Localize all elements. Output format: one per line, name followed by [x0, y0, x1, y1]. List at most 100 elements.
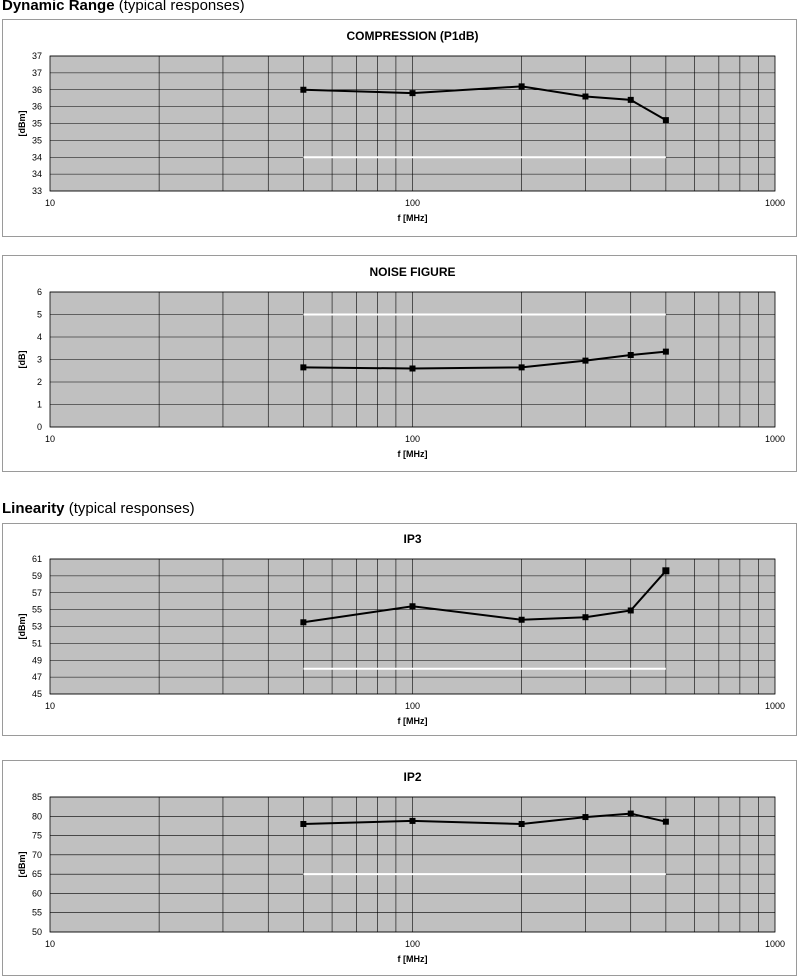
y-tick-label: 6 — [37, 287, 42, 297]
chart-panel-ip3: 61 59 57 55 53 51 49 47 45 IP3 10 100 1000 f [MHz] [dB… — [2, 523, 797, 736]
data-point — [582, 814, 589, 821]
ip3-chart: 61 59 57 55 53 51 49 47 45 IP3 10 100 1000 f [MHz] [dB… — [17, 532, 785, 726]
y-tick-label: 3 — [37, 355, 42, 365]
y-axis-label: [dBm] — [17, 614, 27, 640]
data-point — [409, 365, 416, 372]
y-tick-label: 61 — [32, 554, 42, 564]
x-axis-label: f [MHz] — [398, 213, 428, 223]
y-tick-label: 51 — [32, 638, 42, 648]
y-tick-label: 70 — [32, 850, 42, 860]
compression-chart: 37 37 36 36 35 35 34 34 33 COMPRESSION (P1dB) 10 10… — [17, 29, 785, 223]
data-point — [582, 93, 589, 100]
y-tick-label: 37 — [32, 51, 42, 61]
x-axis-label: f [MHz] — [398, 449, 428, 459]
heading-bold: Dynamic Range — [2, 0, 115, 14]
chart-title: NOISE FIGURE — [369, 265, 455, 279]
x-tick-label: 10 — [45, 939, 55, 949]
data-point — [518, 364, 525, 371]
data-point — [518, 821, 525, 827]
y-tick-label: 47 — [32, 672, 42, 682]
chart-panel-noise-figure: 6 5 4 3 2 1 0 NOISE FIGURE 10 100 1000 f [MHz] [dB] — [2, 255, 797, 472]
data-point — [662, 567, 670, 575]
heading-rest: (typical responses) — [64, 500, 195, 517]
series-line — [303, 812, 667, 826]
data-point — [300, 364, 307, 371]
plot-border — [49, 291, 776, 428]
plot-border — [49, 558, 776, 695]
y-axis-label: [dB] — [17, 351, 27, 369]
data-point — [662, 348, 669, 355]
y-tick-label: 50 — [32, 927, 42, 937]
data-point — [662, 818, 669, 825]
x-tick-label: 100 — [405, 198, 420, 208]
y-tick-label: 80 — [32, 811, 42, 821]
y-tick-label: 55 — [32, 605, 42, 615]
x-axis-label: f [MHz] — [398, 954, 428, 964]
data-point — [409, 603, 416, 610]
ip2-chart: 85 80 75 70 65 60 55 50 IP2 10 100 1000 f [MHz] [dBm] — [17, 770, 785, 964]
y-tick-label: 35 — [32, 135, 42, 145]
y-tick-label: 53 — [32, 622, 42, 632]
y-axis-label: [dBm] — [17, 111, 27, 137]
y-tick-label: 33 — [32, 186, 42, 196]
section-heading-dynamic-range: Dynamic Range (typical responses) — [2, 0, 245, 14]
data-point — [627, 607, 634, 614]
data-point — [662, 117, 669, 124]
y-tick-label: 1 — [37, 400, 42, 410]
y-tick-label: 2 — [37, 377, 42, 387]
y-tick-label: 59 — [32, 571, 42, 581]
y-tick-label: 34 — [32, 169, 42, 179]
data-point — [627, 352, 634, 358]
y-axis-label: [dBm] — [17, 852, 27, 878]
series-line — [303, 350, 666, 370]
y-tick-label: 60 — [32, 888, 42, 898]
y-tick-label: 75 — [32, 831, 42, 841]
data-point — [627, 810, 634, 817]
series-line — [303, 570, 667, 624]
data-point — [300, 821, 307, 827]
y-tick-label: 85 — [32, 792, 42, 802]
chart-title: COMPRESSION (P1dB) — [346, 29, 478, 43]
x-tick-label: 100 — [405, 701, 420, 711]
y-tick-label: 0 — [37, 422, 42, 432]
x-tick-label: 10 — [45, 198, 55, 208]
chart-title: IP2 — [403, 770, 421, 784]
x-tick-label: 100 — [405, 434, 420, 444]
chart-panel-compression: 37 37 36 36 35 35 34 34 33 COMPRESSION (P1dB) 10 10… — [2, 19, 797, 237]
data-point — [518, 83, 525, 90]
heading-bold: Linearity — [2, 500, 65, 517]
y-tick-label: 45 — [32, 689, 42, 699]
data-point — [518, 616, 525, 623]
plot-border — [49, 796, 776, 933]
data-point — [582, 357, 589, 364]
x-tick-label: 1000 — [765, 434, 785, 444]
data-point — [582, 614, 589, 621]
data-point — [300, 86, 307, 93]
x-tick-label: 1000 — [765, 701, 785, 711]
series-line — [303, 85, 667, 121]
y-tick-label: 49 — [32, 655, 42, 665]
chart-title: IP3 — [403, 532, 421, 546]
heading-rest: (typical responses) — [114, 0, 245, 14]
y-tick-label: 36 — [32, 102, 42, 112]
x-tick-label: 100 — [405, 939, 420, 949]
y-tick-label: 57 — [32, 588, 42, 598]
x-axis-label: f [MHz] — [398, 716, 428, 726]
section-heading-linearity: Linearity (typical responses) — [2, 500, 195, 517]
y-tick-label: 36 — [32, 85, 42, 95]
data-point — [409, 90, 416, 97]
data-point — [300, 619, 307, 626]
y-tick-label: 34 — [32, 152, 42, 162]
x-tick-label: 1000 — [765, 198, 785, 208]
data-point — [409, 817, 416, 824]
y-tick-label: 4 — [37, 332, 42, 342]
y-tick-label: 5 — [37, 310, 42, 320]
y-tick-label: 37 — [32, 68, 42, 78]
y-tick-label: 55 — [32, 908, 42, 918]
chart-panel-ip2: 85 80 75 70 65 60 55 50 IP2 10 100 1000 f [MHz] [dBm] — [2, 760, 797, 976]
data-point — [627, 96, 634, 103]
plot-border — [49, 55, 776, 192]
x-tick-label: 10 — [45, 701, 55, 711]
x-tick-label: 1000 — [765, 939, 785, 949]
